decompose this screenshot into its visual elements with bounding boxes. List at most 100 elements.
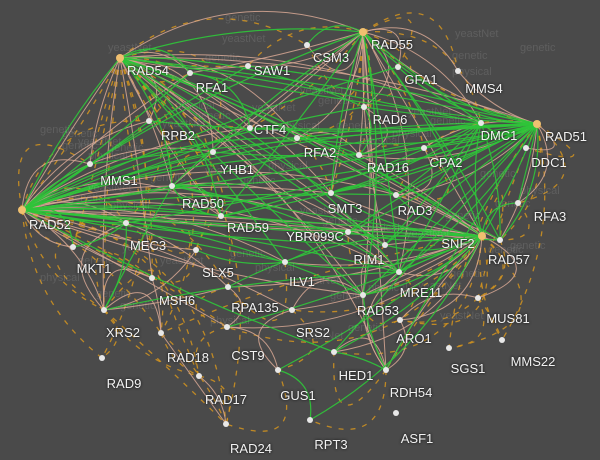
edge — [499, 123, 539, 241]
edge — [54, 222, 127, 311]
edge — [330, 31, 364, 194]
graph-node-cpa2[interactable] — [420, 144, 428, 152]
graph-node-csm3[interactable] — [303, 41, 311, 49]
graph-node-smt3[interactable] — [327, 189, 335, 197]
graph-node-ybr099c[interactable] — [344, 228, 352, 236]
graph-node-rad3[interactable] — [392, 191, 400, 199]
graph-node-rad53[interactable] — [359, 291, 367, 299]
graph-node-rad18[interactable] — [157, 329, 165, 337]
graph-node-mre11[interactable] — [395, 268, 403, 276]
graph-node-ddc1[interactable] — [522, 144, 530, 152]
graph-node-gus1[interactable] — [274, 366, 282, 374]
graph-node-rdh54[interactable] — [382, 366, 390, 374]
edge — [125, 123, 538, 224]
graph-node-rad55[interactable] — [358, 27, 368, 37]
graph-node-mus81[interactable] — [474, 294, 482, 302]
edge — [21, 209, 200, 377]
graph-node-aro1[interactable] — [396, 316, 404, 324]
edge — [171, 184, 222, 217]
graph-node-rad6[interactable] — [360, 103, 368, 111]
graph-node-mms1[interactable] — [86, 160, 94, 168]
graph-node-rad59[interactable] — [217, 212, 225, 220]
graph-node-rad16[interactable] — [355, 151, 363, 159]
graph-node-yhb1[interactable] — [209, 148, 217, 156]
edge — [21, 192, 386, 246]
edge — [362, 31, 483, 237]
edge — [220, 31, 364, 217]
edge — [347, 123, 538, 233]
edge — [384, 122, 482, 246]
graph-node-rpa135[interactable] — [224, 283, 232, 291]
edge — [220, 122, 482, 217]
edge — [480, 122, 501, 241]
edge — [481, 123, 538, 237]
edge — [296, 137, 360, 156]
graph-node-xrs2[interactable] — [100, 306, 108, 314]
graph-node-rim1[interactable] — [381, 241, 389, 249]
graph-node-rad54[interactable] — [115, 53, 125, 63]
edge — [119, 57, 386, 246]
edge — [330, 192, 483, 237]
edge — [103, 222, 127, 311]
graph-node-rad24[interactable] — [222, 420, 230, 428]
edge — [119, 57, 364, 296]
edge — [101, 309, 119, 359]
edge — [102, 57, 121, 311]
graph-node-rad57[interactable] — [496, 236, 504, 244]
graph-node-gfa1[interactable] — [394, 63, 402, 71]
graph-node-rad17[interactable] — [195, 372, 203, 380]
edge — [362, 17, 413, 68]
edge — [249, 31, 364, 129]
graph-node-hed1[interactable] — [330, 348, 338, 356]
graph-node-rfa3[interactable] — [514, 199, 522, 207]
edge — [362, 31, 483, 237]
graph-node-srs2[interactable] — [288, 306, 296, 314]
graph-node-ctf4[interactable] — [246, 124, 254, 132]
edge — [80, 222, 127, 311]
graph-node-snf2[interactable] — [477, 231, 487, 241]
edge — [330, 31, 364, 194]
edge — [277, 235, 483, 371]
edge — [21, 65, 249, 211]
edge — [362, 31, 482, 124]
edge — [358, 106, 372, 156]
graph-node-ilv1[interactable] — [281, 258, 289, 266]
edge — [103, 271, 400, 311]
graph-node-dmc1[interactable] — [477, 119, 485, 127]
edge — [362, 31, 377, 296]
graph-node-slx5[interactable] — [192, 246, 200, 254]
graph-node-mms22[interactable] — [498, 336, 506, 344]
edge — [21, 209, 74, 248]
edge — [448, 123, 538, 349]
graph-node-mkt1[interactable] — [69, 243, 77, 251]
graph-node-asf1[interactable] — [392, 409, 400, 417]
graph-node-rad51[interactable] — [532, 119, 542, 129]
edge-group-2fc43a — [21, 25, 539, 421]
graph-node-rfa2[interactable] — [293, 134, 301, 142]
graph-node-rfa1[interactable] — [186, 69, 194, 77]
graph-node-mec3[interactable] — [122, 219, 130, 227]
edge — [258, 309, 293, 371]
edge — [517, 123, 566, 204]
edge — [89, 57, 121, 165]
edge — [277, 309, 314, 371]
graph-node-rpt3[interactable] — [306, 416, 314, 424]
edge — [119, 54, 482, 124]
graph-node-sgs1[interactable] — [445, 344, 453, 352]
edge — [21, 209, 228, 328]
graph-node-msh6[interactable] — [148, 274, 156, 282]
graph-node-rad9[interactable] — [98, 354, 106, 362]
graph-node-rad52[interactable] — [17, 205, 27, 215]
graph-node-saw1[interactable] — [244, 62, 252, 70]
edge — [333, 351, 387, 406]
graph-node-rad50[interactable] — [168, 182, 176, 190]
edge — [277, 369, 312, 421]
graph-node-mms4[interactable] — [454, 67, 462, 75]
graph-node-cst9[interactable] — [223, 323, 231, 331]
edge — [362, 235, 483, 296]
edge — [395, 194, 483, 237]
graph-node-rpb2[interactable] — [145, 117, 153, 125]
edge — [362, 294, 401, 325]
edge — [525, 123, 555, 151]
